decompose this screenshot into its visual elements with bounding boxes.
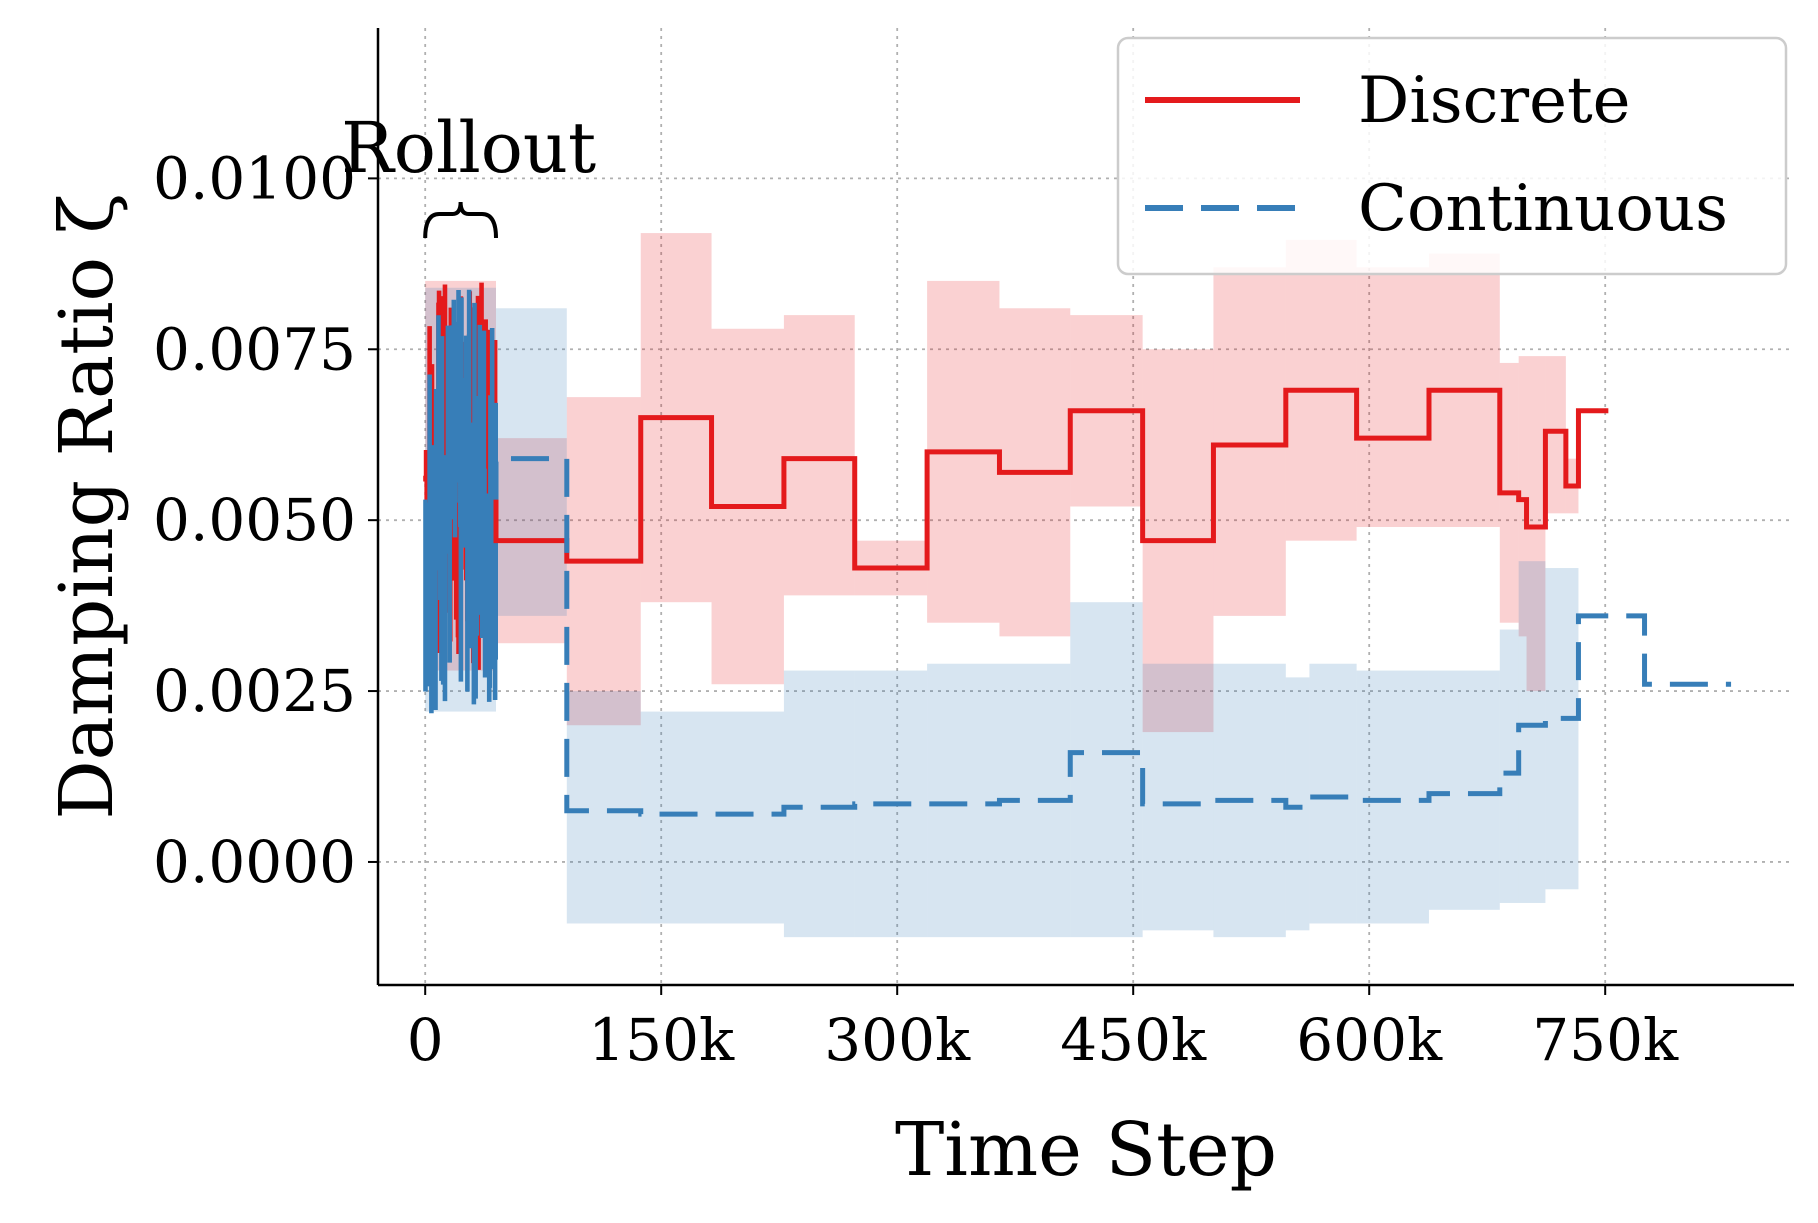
band-segment (1070, 602, 1143, 938)
rollout-brace (423, 201, 498, 239)
x-tick-label: 750k (1532, 1006, 1679, 1074)
series-line-continuous (493, 456, 1732, 817)
x-axis-label: Time Step (895, 1107, 1277, 1193)
rollout-annotation: Rollout (341, 107, 596, 189)
band-segment (783, 670, 855, 938)
band-segment (783, 315, 855, 596)
band-segment (1428, 670, 1500, 910)
y-tick-label: 0.0000 (153, 828, 356, 896)
y-tick-label: 0.0100 (153, 144, 356, 212)
legend-label-continuous: Continuous (1358, 172, 1728, 246)
band-segment (496, 308, 567, 616)
band-segment (1285, 677, 1310, 931)
band-segment (1142, 663, 1214, 931)
rollout-trace-continuous (423, 289, 498, 714)
band-segment (1499, 629, 1519, 903)
legend-label-discrete: Discrete (1358, 64, 1631, 138)
y-axis-label: Damping Ratio ζ (44, 193, 130, 819)
band-segment (566, 691, 641, 924)
band-segment (1356, 267, 1429, 528)
band-segment (927, 663, 1000, 938)
band-segment (1309, 663, 1357, 924)
legend: Discrete Continuous (1116, 36, 1788, 276)
band-segment (1526, 356, 1546, 692)
band-segment (1518, 561, 1546, 903)
band-segment (1213, 267, 1286, 616)
y-tick-label: 0.0050 (153, 486, 356, 554)
band-segment (1518, 356, 1527, 637)
y-tick-label: 0.0025 (153, 657, 356, 725)
x-tick-label: 300k (824, 1006, 971, 1074)
y-tick-label: 0.0075 (153, 315, 356, 383)
band-segment (1545, 568, 1579, 890)
x-tick-label: 0 (407, 1006, 444, 1074)
band-segment (1545, 356, 1566, 514)
band-continuous (425, 287, 1579, 938)
x-tick-label: 450k (1060, 1006, 1207, 1074)
band-discrete (425, 233, 1579, 733)
series-line-discrete (493, 387, 1609, 571)
band-segment (1356, 670, 1429, 924)
x-tick-label: 600k (1296, 1006, 1443, 1074)
x-tick-label: 150k (588, 1006, 735, 1074)
band-segment (640, 711, 784, 924)
